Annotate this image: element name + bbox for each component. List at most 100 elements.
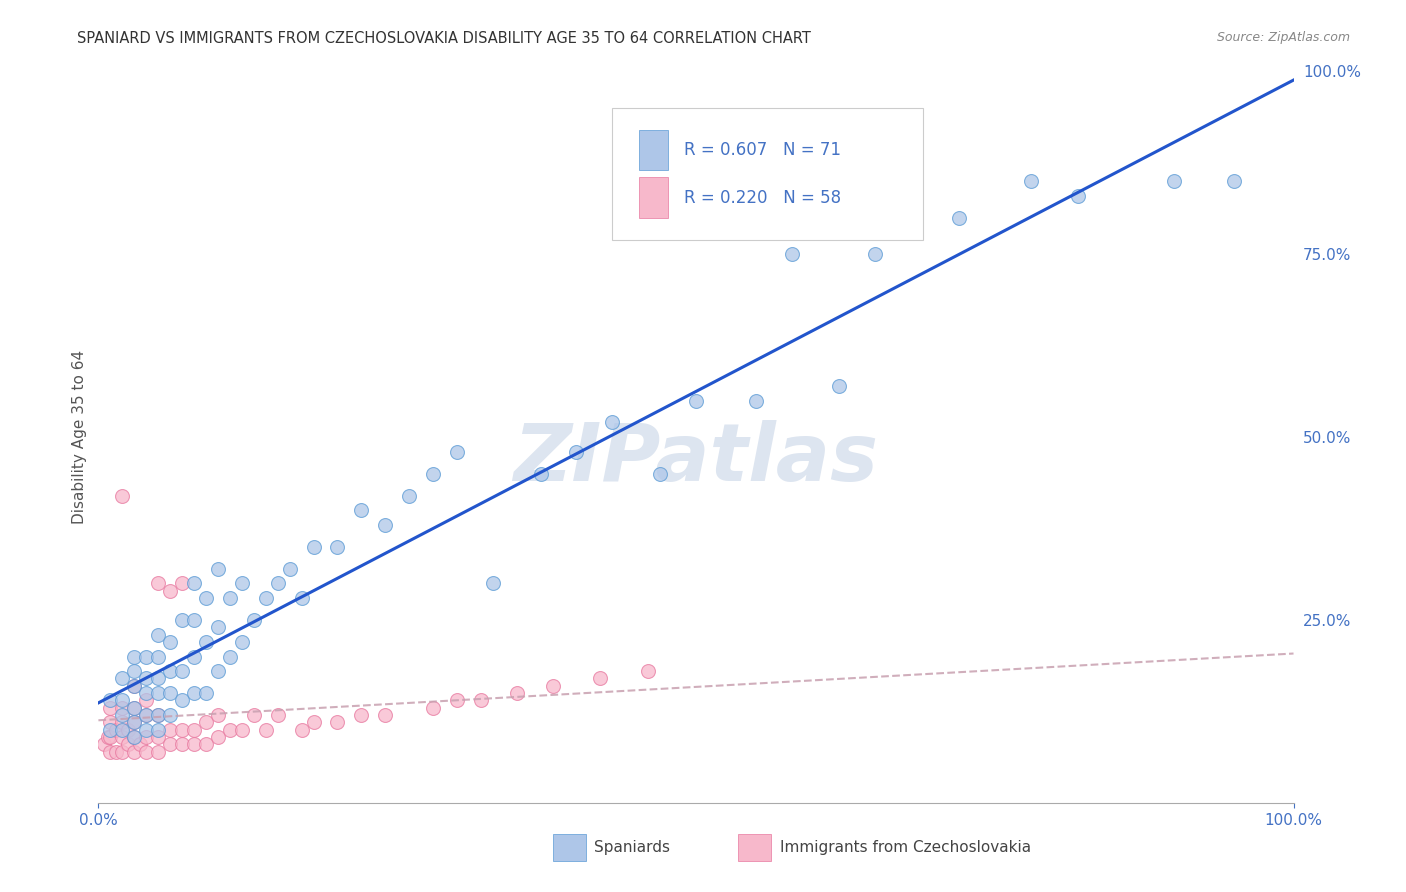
Text: Immigrants from Czechoslovakia: Immigrants from Czechoslovakia bbox=[779, 840, 1031, 855]
Point bbox=[111, 489, 134, 503]
Point bbox=[243, 708, 266, 723]
Point bbox=[374, 708, 396, 723]
Point bbox=[422, 467, 444, 481]
Point bbox=[254, 591, 277, 605]
Point bbox=[183, 576, 205, 591]
Point bbox=[207, 562, 229, 576]
Point bbox=[183, 723, 205, 737]
Point bbox=[98, 693, 122, 707]
Point bbox=[195, 715, 218, 730]
Point bbox=[97, 730, 120, 744]
Point bbox=[326, 540, 349, 554]
Text: R = 0.607   N = 71: R = 0.607 N = 71 bbox=[685, 141, 841, 159]
Point bbox=[111, 708, 134, 723]
Point bbox=[111, 723, 134, 737]
Point bbox=[172, 664, 194, 678]
Point bbox=[565, 444, 588, 458]
Point bbox=[135, 686, 157, 700]
Point bbox=[148, 708, 170, 723]
Point bbox=[291, 591, 314, 605]
Point bbox=[326, 715, 349, 730]
Point bbox=[589, 672, 612, 686]
Point bbox=[124, 679, 146, 693]
Point bbox=[148, 649, 170, 664]
Point bbox=[124, 664, 146, 678]
Point bbox=[135, 708, 157, 723]
Point bbox=[602, 416, 624, 430]
Point bbox=[98, 745, 122, 759]
Point bbox=[124, 649, 146, 664]
Point bbox=[254, 723, 277, 737]
Point bbox=[1163, 174, 1185, 188]
Y-axis label: Disability Age 35 to 64: Disability Age 35 to 64 bbox=[72, 350, 87, 524]
Point bbox=[446, 693, 468, 707]
Point bbox=[1067, 188, 1090, 202]
FancyBboxPatch shape bbox=[613, 108, 922, 240]
Point bbox=[111, 700, 134, 714]
Point bbox=[148, 672, 170, 686]
Point bbox=[124, 715, 146, 730]
Point bbox=[219, 723, 242, 737]
Point bbox=[780, 247, 803, 261]
Point bbox=[111, 672, 134, 686]
Point bbox=[195, 635, 218, 649]
Point bbox=[506, 686, 529, 700]
Point bbox=[195, 591, 218, 605]
Point bbox=[117, 737, 139, 751]
Point bbox=[135, 693, 157, 707]
Point bbox=[111, 745, 134, 759]
Point bbox=[129, 737, 152, 751]
Point bbox=[637, 664, 659, 678]
Point bbox=[267, 576, 290, 591]
Point bbox=[231, 635, 253, 649]
Point bbox=[148, 576, 170, 591]
Text: ZIPatlas: ZIPatlas bbox=[513, 420, 879, 498]
Point bbox=[98, 730, 122, 744]
Point bbox=[183, 737, 205, 751]
Point bbox=[159, 686, 181, 700]
Point bbox=[93, 737, 115, 751]
FancyBboxPatch shape bbox=[738, 833, 772, 862]
Point bbox=[350, 503, 373, 517]
Point bbox=[98, 715, 122, 730]
Point bbox=[745, 393, 768, 408]
Point bbox=[422, 700, 444, 714]
Point bbox=[207, 664, 229, 678]
Point bbox=[124, 700, 146, 714]
Point bbox=[207, 730, 229, 744]
Point bbox=[302, 715, 325, 730]
Point bbox=[195, 686, 218, 700]
Point bbox=[865, 247, 887, 261]
Point bbox=[195, 737, 218, 751]
Point bbox=[135, 723, 157, 737]
Point bbox=[446, 444, 468, 458]
Point bbox=[124, 679, 146, 693]
Point bbox=[124, 745, 146, 759]
Point bbox=[172, 693, 194, 707]
Point bbox=[148, 686, 170, 700]
Point bbox=[124, 700, 146, 714]
Text: Spaniards: Spaniards bbox=[595, 840, 671, 855]
Point bbox=[117, 723, 139, 737]
FancyBboxPatch shape bbox=[638, 178, 668, 218]
Point bbox=[124, 730, 146, 744]
Point bbox=[481, 576, 505, 591]
Point bbox=[148, 730, 170, 744]
Point bbox=[111, 693, 134, 707]
FancyBboxPatch shape bbox=[638, 130, 668, 170]
Point bbox=[111, 715, 134, 730]
Point bbox=[207, 708, 229, 723]
Point bbox=[219, 649, 242, 664]
Point bbox=[159, 723, 181, 737]
Point bbox=[159, 635, 181, 649]
Point bbox=[172, 723, 194, 737]
Text: Source: ZipAtlas.com: Source: ZipAtlas.com bbox=[1216, 31, 1350, 45]
Point bbox=[124, 730, 146, 744]
Point bbox=[159, 737, 181, 751]
Point bbox=[207, 620, 229, 634]
Point bbox=[231, 723, 253, 737]
Point bbox=[135, 745, 157, 759]
Point bbox=[172, 737, 194, 751]
Point bbox=[159, 583, 181, 598]
Point bbox=[183, 649, 205, 664]
